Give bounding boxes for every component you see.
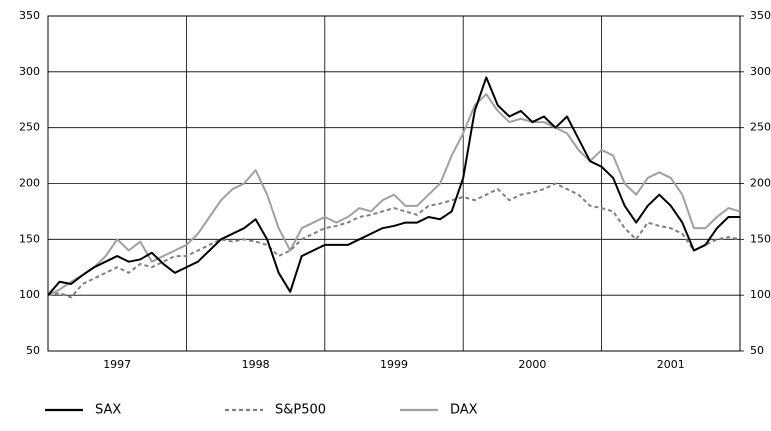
series-line xyxy=(47,93,741,297)
y2-tick-label: 300 xyxy=(750,65,771,78)
y-tick-label: 100 xyxy=(19,288,40,301)
legend-label: DAX xyxy=(450,403,478,418)
y2-tick-label: 350 xyxy=(750,9,771,22)
x-tick-label: 1999 xyxy=(380,358,408,371)
x-tick-label: 1997 xyxy=(103,358,131,371)
y-tick-label: 200 xyxy=(19,177,40,190)
x-tick-label: 1998 xyxy=(242,358,270,371)
y2-tick-label: 50 xyxy=(750,344,764,357)
legend-label: SAX xyxy=(95,403,121,418)
legend: SAX S&P500 DAX xyxy=(45,403,478,418)
y-tick-label: 300 xyxy=(19,65,40,78)
y2-tick-label: 100 xyxy=(750,288,771,301)
legend-label: S&P500 xyxy=(275,403,326,418)
y2-tick-label: 150 xyxy=(750,232,771,245)
y-tick-label: 350 xyxy=(19,9,40,22)
series-line xyxy=(47,182,741,299)
x-tick-label: 2000 xyxy=(518,358,546,371)
x-tick-label: 2001 xyxy=(657,358,685,371)
y-tick-label: 250 xyxy=(19,121,40,134)
y-tick-label: 50 xyxy=(26,344,40,357)
y2-tick-label: 200 xyxy=(750,177,771,190)
y-tick-label: 150 xyxy=(19,232,40,245)
series-line xyxy=(47,76,740,296)
y2-tick-label: 250 xyxy=(750,121,771,134)
